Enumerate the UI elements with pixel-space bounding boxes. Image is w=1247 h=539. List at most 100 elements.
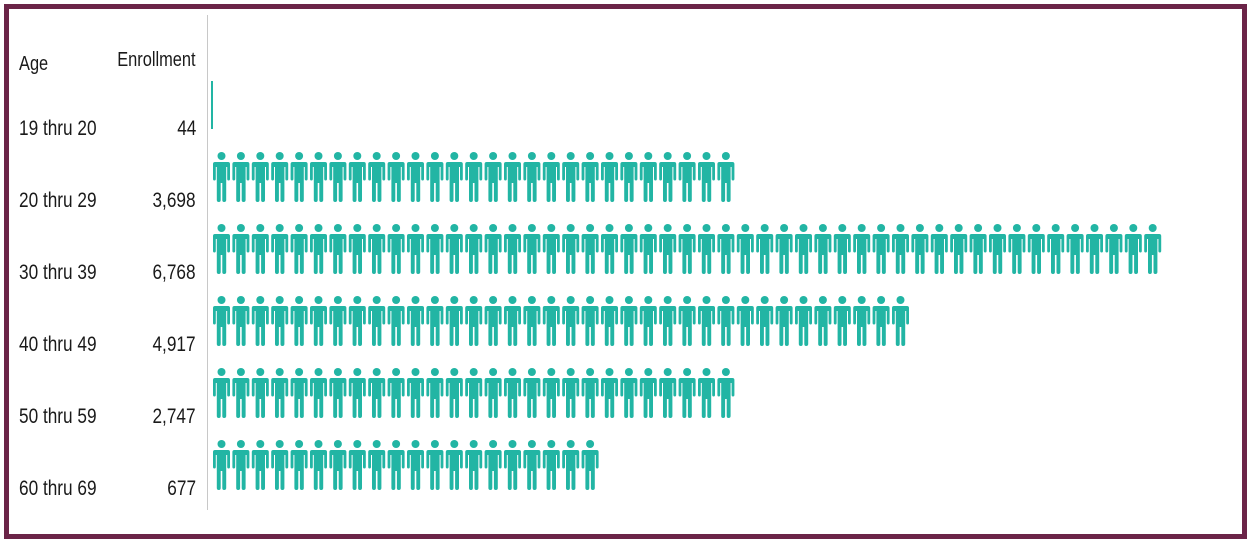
person-icon [833,224,851,274]
person-icon [445,224,463,274]
person-icon [892,296,909,346]
person-icon [930,224,948,274]
person-icon [213,152,230,202]
person-icon [310,440,327,490]
header-enrollment: Enrollment [117,49,196,71]
person-icon [329,224,347,274]
person-icon [387,440,405,490]
person-icon [1047,224,1065,274]
person-icon [232,152,250,202]
person-icon [756,296,774,346]
person-icon [329,368,347,418]
person-icon [251,368,269,418]
person-icon [387,224,405,274]
person-icon [387,368,405,418]
person-icon [717,368,735,418]
age-label: 60 thru 69 [19,477,97,500]
person-icon [290,224,308,274]
person-icon [426,440,444,490]
person-icon [232,224,250,274]
person-icon [211,81,213,129]
person-icon [601,152,618,202]
person-icon [310,152,327,202]
person-icon [659,368,677,418]
person-icon [620,224,638,274]
person-icon [310,296,327,346]
person-icon [775,224,793,274]
person-icon [426,368,444,418]
person-icon [989,224,1006,274]
person-icon [562,368,580,418]
person-icon [368,152,386,202]
person-icon [445,440,463,490]
person-icon [251,440,269,490]
person-icon [775,296,793,346]
bar-2 [213,152,735,202]
person-icon [329,296,347,346]
person-icon [251,296,269,346]
header-age: Age [19,53,49,75]
person-icon [348,152,366,202]
person-icon [484,224,502,274]
enrollment-value: 4,917 [152,333,196,356]
age-label: 20 thru 29 [19,189,97,212]
chart-frame: Age Enrollment 19 thru 20 44 20 thru 29 3,6… [4,4,1247,539]
person-icon [562,152,580,202]
person-icon [678,152,696,202]
person-icon [523,296,541,346]
person-icon [1008,224,1026,274]
person-icon [368,368,386,418]
person-icon [756,224,774,274]
person-icon [213,296,230,346]
person-icon [601,296,618,346]
person-icon [639,152,657,202]
age-label: 19 thru 20 [19,117,97,140]
person-icon [426,224,444,274]
person-icon [445,296,463,346]
person-icon [251,152,269,202]
person-icon [892,224,909,274]
person-icon [290,152,308,202]
person-icon [562,224,580,274]
bar-5 [213,368,735,418]
person-icon [368,296,386,346]
person-icon [484,152,502,202]
person-icon [950,224,968,274]
person-icon [523,224,541,274]
person-icon [814,296,832,346]
person-icon [659,224,677,274]
person-icon [736,224,754,274]
age-label: 50 thru 59 [19,405,97,428]
person-icon [620,152,638,202]
person-icon [213,440,230,490]
person-icon [717,296,735,346]
person-icon [445,152,463,202]
person-icon [445,368,463,418]
enrollment-value: 677 [167,477,196,500]
bar-3 [213,224,1162,274]
person-icon [562,440,580,490]
enrollment-value: 6,768 [152,261,196,284]
person-icon [484,296,502,346]
person-icon [465,296,483,346]
column-divider [207,15,208,510]
person-icon [504,296,521,346]
person-icon [329,152,347,202]
person-icon [581,440,599,490]
person-icon [698,368,715,418]
person-icon [542,368,560,418]
enrollment-value: 3,698 [152,189,196,212]
person-icon [368,440,386,490]
age-label: 40 thru 49 [19,333,97,356]
person-icon [581,296,599,346]
person-icon [698,296,715,346]
person-icon [1066,224,1084,274]
person-icon [426,296,444,346]
person-icon [290,440,308,490]
bar-6 [213,440,599,490]
person-icon [639,368,657,418]
person-icon [717,224,735,274]
person-icon [465,152,483,202]
person-icon [484,368,502,418]
person-icon [659,152,677,202]
